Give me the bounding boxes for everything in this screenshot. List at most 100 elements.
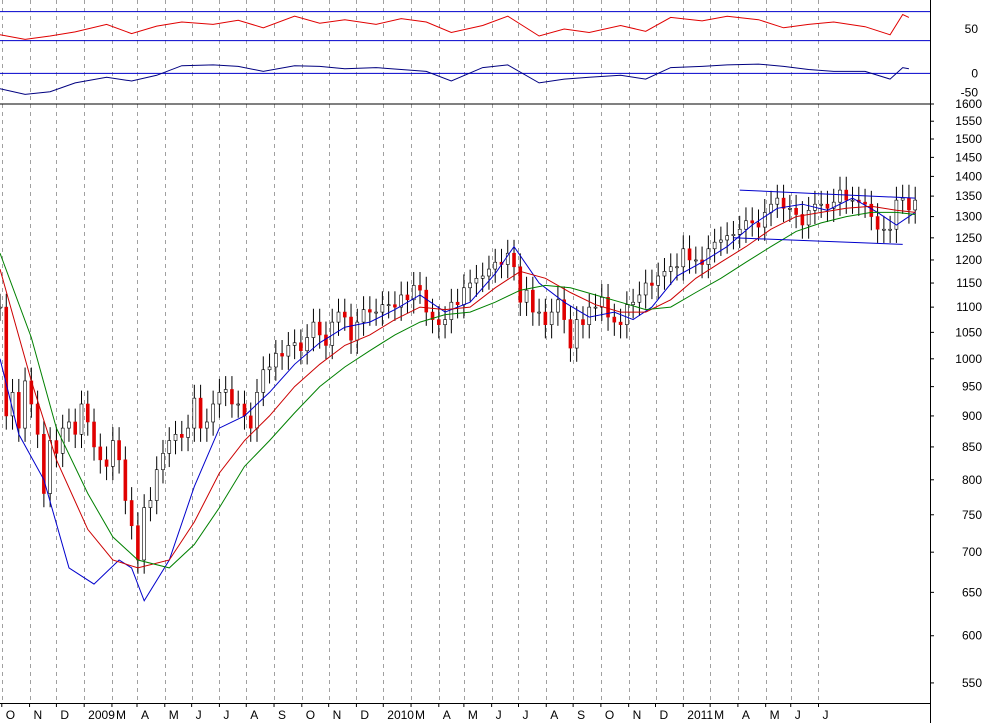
- candle-body-11: [67, 421, 71, 429]
- indicator-top-tick-0: 50: [965, 22, 979, 36]
- candle-body-0: [0, 306, 2, 309]
- candle-body-99: [618, 321, 623, 325]
- date-tick-label-21: S: [577, 708, 585, 722]
- price-tick-label-12: 1150: [956, 276, 982, 290]
- candle-body-88: [549, 311, 554, 325]
- price-tick-label-1: 600: [962, 629, 982, 643]
- candle-body-134: [838, 189, 842, 203]
- price-tick-label-20: 1550: [955, 114, 982, 128]
- candle-body-126: [788, 207, 792, 210]
- trendline-5: [733, 237, 903, 245]
- date-tick-label-9: A: [250, 708, 258, 722]
- candle-body-103: [643, 282, 648, 296]
- candle-body-114: [712, 241, 717, 250]
- candle-body-50: [311, 321, 316, 338]
- indicator-middle-tick-1: -50: [961, 86, 979, 100]
- candle-body-27: [167, 440, 172, 454]
- candle-body-97: [606, 297, 610, 318]
- candle-body-106: [662, 271, 667, 277]
- candle-body-120: [750, 220, 755, 224]
- candle-body-24: [148, 500, 153, 508]
- candle-body-94: [587, 306, 592, 325]
- price-tick-label-7: 900: [962, 409, 982, 423]
- date-tick-label-12: N: [333, 708, 342, 722]
- candle-body-105: [656, 275, 660, 286]
- candle-body-145: [907, 197, 911, 211]
- date-tick-label-10: S: [278, 708, 286, 722]
- price-tick-label-17: 1400: [955, 169, 982, 183]
- candle-body-21: [129, 500, 134, 527]
- candle-body-65: [405, 294, 410, 301]
- candle-body-71: [443, 319, 447, 325]
- candle-body-86: [537, 311, 541, 314]
- candle-body-42: [261, 369, 266, 393]
- candle-body-54: [336, 311, 341, 323]
- date-tick-label-28: M: [770, 708, 780, 722]
- candle-body-68: [424, 289, 429, 313]
- candle-body-116: [725, 235, 729, 241]
- candle-body-15: [92, 421, 96, 448]
- price-axis: 50 0 -50 550 600 650 700 750 800 850 900 950 1000 105…: [930, 22, 982, 690]
- price-tick-label-21: 1600: [955, 97, 982, 111]
- date-tick-label-3: 2009: [88, 708, 115, 722]
- candle-body-83: [518, 266, 523, 303]
- candle-body-107: [668, 266, 673, 272]
- price-tick-label-3: 700: [962, 545, 982, 559]
- trendline-4: [739, 189, 916, 199]
- date-tick-label-5: A: [141, 708, 149, 722]
- candle-body-111: [694, 259, 698, 262]
- candle-body-61: [380, 304, 385, 313]
- candle-body-60: [374, 311, 378, 314]
- date-tick-label-2: D: [60, 708, 69, 722]
- candle-body-95: [593, 306, 598, 309]
- candle-body-128: [800, 214, 805, 226]
- candle-body-31: [192, 397, 197, 429]
- candle-body-139: [869, 203, 874, 217]
- candle-body-59: [368, 309, 372, 313]
- price-tick-label-0: 550: [962, 676, 982, 690]
- date-tick-label-6: M: [169, 708, 179, 722]
- candle-body-109: [681, 248, 686, 268]
- candle-body-72: [449, 301, 454, 320]
- indicator-middle-series-0: [0, 63, 909, 95]
- price-panel: [0, 176, 918, 602]
- candle-body-55: [342, 311, 347, 318]
- price-tick-label-4: 750: [962, 508, 982, 522]
- candle-body-62: [386, 304, 391, 306]
- candle-body-3: [17, 392, 21, 429]
- candle-body-118: [737, 228, 742, 235]
- candle-body-63: [393, 304, 397, 308]
- date-tick-label-24: D: [660, 708, 669, 722]
- candle-body-44: [274, 353, 278, 368]
- candle-body-127: [794, 207, 798, 215]
- indicator-middle-tick-0: 0: [971, 66, 978, 80]
- candle-body-41: [255, 392, 259, 429]
- price-tick-label-13: 1200: [955, 253, 982, 267]
- candle-body-4: [23, 380, 27, 429]
- candle-body-74: [462, 287, 466, 305]
- candle-body-46: [286, 345, 291, 357]
- candle-body-66: [411, 285, 416, 301]
- candle-body-28: [173, 434, 178, 441]
- candle-body-13: [79, 403, 84, 435]
- candle-body-119: [744, 220, 748, 230]
- candle-body-34: [211, 403, 215, 423]
- date-tick-label-29: J: [795, 708, 801, 722]
- indicator-top-series-0: [0, 13, 910, 40]
- price-tick-label-11: 1100: [956, 300, 982, 314]
- candle-body-101: [631, 301, 635, 305]
- date-tick-label-23: N: [633, 708, 642, 722]
- moving-average-2: [0, 205, 916, 569]
- price-tick-label-6: 850: [962, 440, 982, 454]
- candle-body-133: [831, 201, 836, 209]
- price-tick-label-15: 1300: [955, 210, 982, 224]
- candle-body-26: [161, 453, 165, 471]
- candle-body-39: [242, 403, 247, 417]
- candle-body-102: [637, 294, 642, 303]
- candle-body-25: [154, 469, 159, 501]
- candle-body-20: [123, 459, 128, 501]
- date-tick-label-13: D: [360, 708, 369, 722]
- date-tick-label-16: A: [443, 708, 451, 722]
- price-tick-label-18: 1450: [955, 150, 982, 164]
